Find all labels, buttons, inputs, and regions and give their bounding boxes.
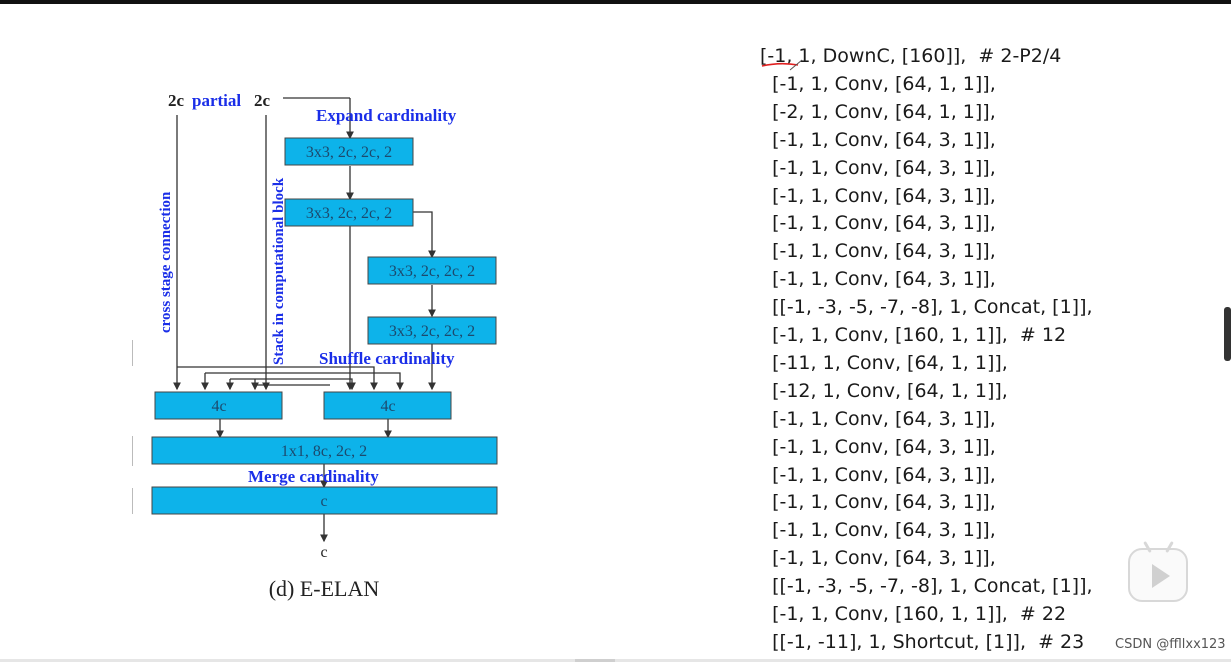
concat-box-left <box>154 391 283 420</box>
concat-box-right-label: 4c <box>380 398 395 415</box>
watermark: CSDN @ffllxx123 <box>1115 637 1226 652</box>
top-label-partial: partial <box>192 91 241 110</box>
code-line: [-11, 1, Conv, [64, 1, 1]], <box>760 351 1008 374</box>
play-button-ear-left <box>1143 541 1152 553</box>
code-line: [-2, 1, Conv, [64, 1, 1]], <box>760 100 996 123</box>
play-icon <box>1152 564 1170 588</box>
top-label-left: 2c <box>168 91 185 110</box>
red-underline-mark <box>761 59 803 71</box>
e-elan-diagram: 2c partial 2c 3x3, 2c, 2c <box>151 91 498 601</box>
shuffle-cardinality-label: Shuffle cardinality <box>319 349 455 368</box>
code-line: [-1, 1, Conv, [160, 1, 1]], # 22 <box>760 603 1067 625</box>
left-margin-tick <box>132 340 133 366</box>
merge-box-label: 1x1, 8c, 2c, 2 <box>281 443 367 460</box>
concat-box-left-label: 4c <box>211 398 226 415</box>
code-line: [-1, 1, Conv, [64, 3, 1]], <box>760 491 996 514</box>
conv-box-2 <box>284 198 414 227</box>
merge-cardinality-label: Merge cardinality <box>248 467 379 486</box>
line-shuffle-1 <box>177 366 378 391</box>
code-line: [-1, 1, Conv, [64, 3, 1]], <box>760 240 996 263</box>
top-label-right: 2c <box>254 91 271 110</box>
merge-box <box>151 436 498 465</box>
cross-stage-connection-label: cross stage connection <box>158 191 174 333</box>
code-line: [-1, 1, Conv, [64, 3, 1]], <box>760 547 996 570</box>
conv-box-3-label: 3x3, 2c, 2c, 2 <box>389 263 475 280</box>
code-line: [-1, 1, Conv, [64, 3, 1]], <box>760 463 996 486</box>
video-play-button[interactable] <box>1128 541 1188 602</box>
boxes <box>151 137 498 515</box>
code-line: [[-1, -3, -5, -7, -8], 1, Concat, [1]], <box>760 575 1093 598</box>
conv-box-4 <box>367 316 497 345</box>
code-line: [-1, 1, Conv, [64, 3, 1]], <box>760 212 996 235</box>
play-button-ear-right <box>1165 541 1174 553</box>
line-shuffle-3 <box>230 378 356 391</box>
concat-box-right <box>323 391 452 420</box>
conv-box-1-label: 3x3, 2c, 2c, 2 <box>306 144 392 161</box>
window-top-border <box>0 0 1231 4</box>
conv-box-1 <box>284 137 414 166</box>
code-line: [-1, 1, Conv, [64, 3, 1]], <box>760 128 996 151</box>
stack-in-block-label: Stack in computational block <box>271 177 287 365</box>
conv-box-4-label: 3x3, 2c, 2c, 2 <box>389 323 475 340</box>
output-box-label: c <box>320 493 327 510</box>
code-line: [-1, 1, Conv, [64, 3, 1]], <box>760 407 996 430</box>
code-line: [-1, 1, Conv, [64, 1, 1]], <box>760 72 996 95</box>
diagram-caption: (d) E-ELAN <box>269 576 380 601</box>
code-line: [-12, 1, Conv, [64, 1, 1]], <box>760 379 1008 402</box>
conv-box-3 <box>367 256 497 285</box>
code-line: [[-1, -3, -5, -7, -8], 1, Concat, [1]], <box>760 296 1093 319</box>
code-line: [-1, 1, Conv, [64, 3, 1]], <box>760 519 996 542</box>
code-line: [-1, 1, DownC, [160]], # 2-P2/4 <box>760 45 1062 67</box>
scrollbar-handle[interactable] <box>1224 307 1231 361</box>
code-line: [-1, 1, Conv, [64, 3, 1]], <box>760 156 996 179</box>
left-margin-tick <box>132 488 133 514</box>
code-line: [-1, 1, Conv, [64, 3, 1]], <box>760 184 996 207</box>
output-c-label: c <box>320 544 327 561</box>
expand-cardinality-label: Expand cardinality <box>316 106 457 125</box>
left-margin-tick <box>132 436 133 466</box>
line-conv2-conv3 <box>413 211 436 259</box>
code-line: [-1, 1, Conv, [64, 3, 1]], <box>760 435 996 458</box>
bottom-border-segment <box>575 659 615 662</box>
code-line: [-1, 1, Conv, [160, 1, 1]], # 12 <box>760 324 1067 346</box>
code-line: [[-1, -11], 1, Shortcut, [1]], # 23 <box>760 630 1085 653</box>
conv-box-2-label: 3x3, 2c, 2c, 2 <box>306 205 392 222</box>
output-box <box>151 486 498 515</box>
code-line: [-1, 1, Conv, [64, 3, 1]], <box>760 268 996 291</box>
connectors <box>173 97 436 543</box>
bottom-border <box>0 659 1231 662</box>
line-shuffle-2 <box>205 372 404 391</box>
